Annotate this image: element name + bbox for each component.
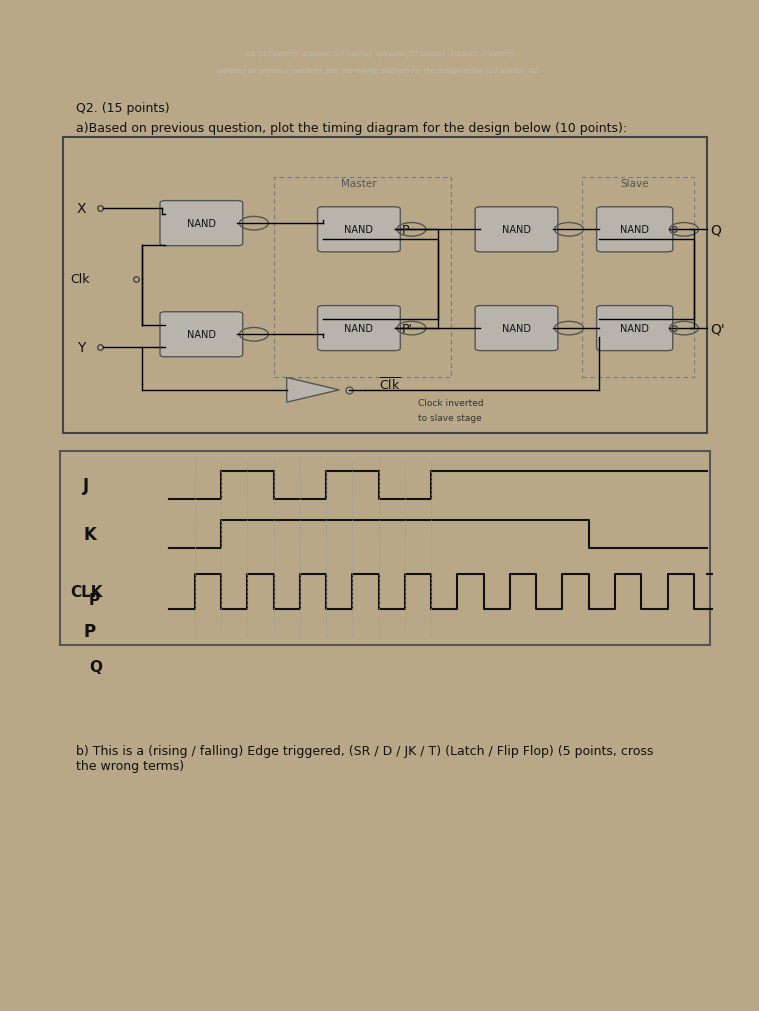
FancyBboxPatch shape: [317, 207, 400, 253]
Text: NAND: NAND: [502, 324, 531, 334]
FancyBboxPatch shape: [475, 207, 558, 253]
Text: NAND: NAND: [620, 225, 649, 236]
Text: Q: Q: [89, 659, 102, 674]
Text: P: P: [89, 592, 100, 607]
FancyBboxPatch shape: [160, 201, 243, 247]
Text: Y: Y: [77, 341, 85, 354]
Text: J: J: [83, 476, 90, 494]
Text: Master: Master: [341, 179, 376, 189]
Text: NAND: NAND: [345, 225, 373, 236]
Polygon shape: [287, 378, 339, 402]
FancyBboxPatch shape: [597, 306, 672, 351]
Text: NAND: NAND: [620, 324, 649, 334]
Text: X: X: [77, 201, 86, 215]
FancyBboxPatch shape: [160, 312, 243, 358]
Text: NAND: NAND: [187, 330, 216, 340]
Text: a)Based on previous question, plot the timing diagram for the design below (10 p: a)Based on previous question, plot the t…: [217, 67, 542, 74]
Bar: [273, 178, 451, 378]
FancyBboxPatch shape: [475, 306, 558, 351]
Text: CLK: CLK: [70, 584, 102, 600]
Text: a)Based on previous question, plot the timing diagram for the design below (10 p: a)Based on previous question, plot the t…: [76, 121, 627, 134]
Text: Q2. (15 points): Q2. (15 points): [76, 102, 169, 115]
Text: $\overline{\rm Clk}$: $\overline{\rm Clk}$: [379, 376, 400, 392]
FancyBboxPatch shape: [597, 207, 672, 253]
Text: to slave stage: to slave stage: [418, 413, 482, 423]
Text: NAND: NAND: [502, 225, 531, 236]
FancyBboxPatch shape: [317, 306, 400, 351]
Text: P: P: [402, 223, 409, 237]
Text: Q': Q': [710, 321, 725, 336]
Text: NAND: NAND: [187, 219, 216, 228]
Text: Slave: Slave: [620, 179, 649, 189]
Bar: [582, 178, 694, 378]
Text: K: K: [83, 526, 96, 544]
Text: P: P: [83, 623, 96, 640]
Text: Q2. (17 points)  a)Based (10 points)  a)Based (15 points)  a)Based (7 points): Q2. (17 points) a)Based (10 points) a)Ba…: [245, 51, 514, 58]
Text: Q: Q: [710, 223, 721, 238]
Text: P': P': [402, 323, 413, 336]
Text: NAND: NAND: [345, 324, 373, 334]
Text: Clk: Clk: [70, 273, 90, 286]
Text: Clock inverted: Clock inverted: [418, 398, 483, 407]
Text: b) This is a (rising / falling) Edge triggered, (SR / D / JK / T) (Latch / Flip : b) This is a (rising / falling) Edge tri…: [76, 744, 653, 772]
